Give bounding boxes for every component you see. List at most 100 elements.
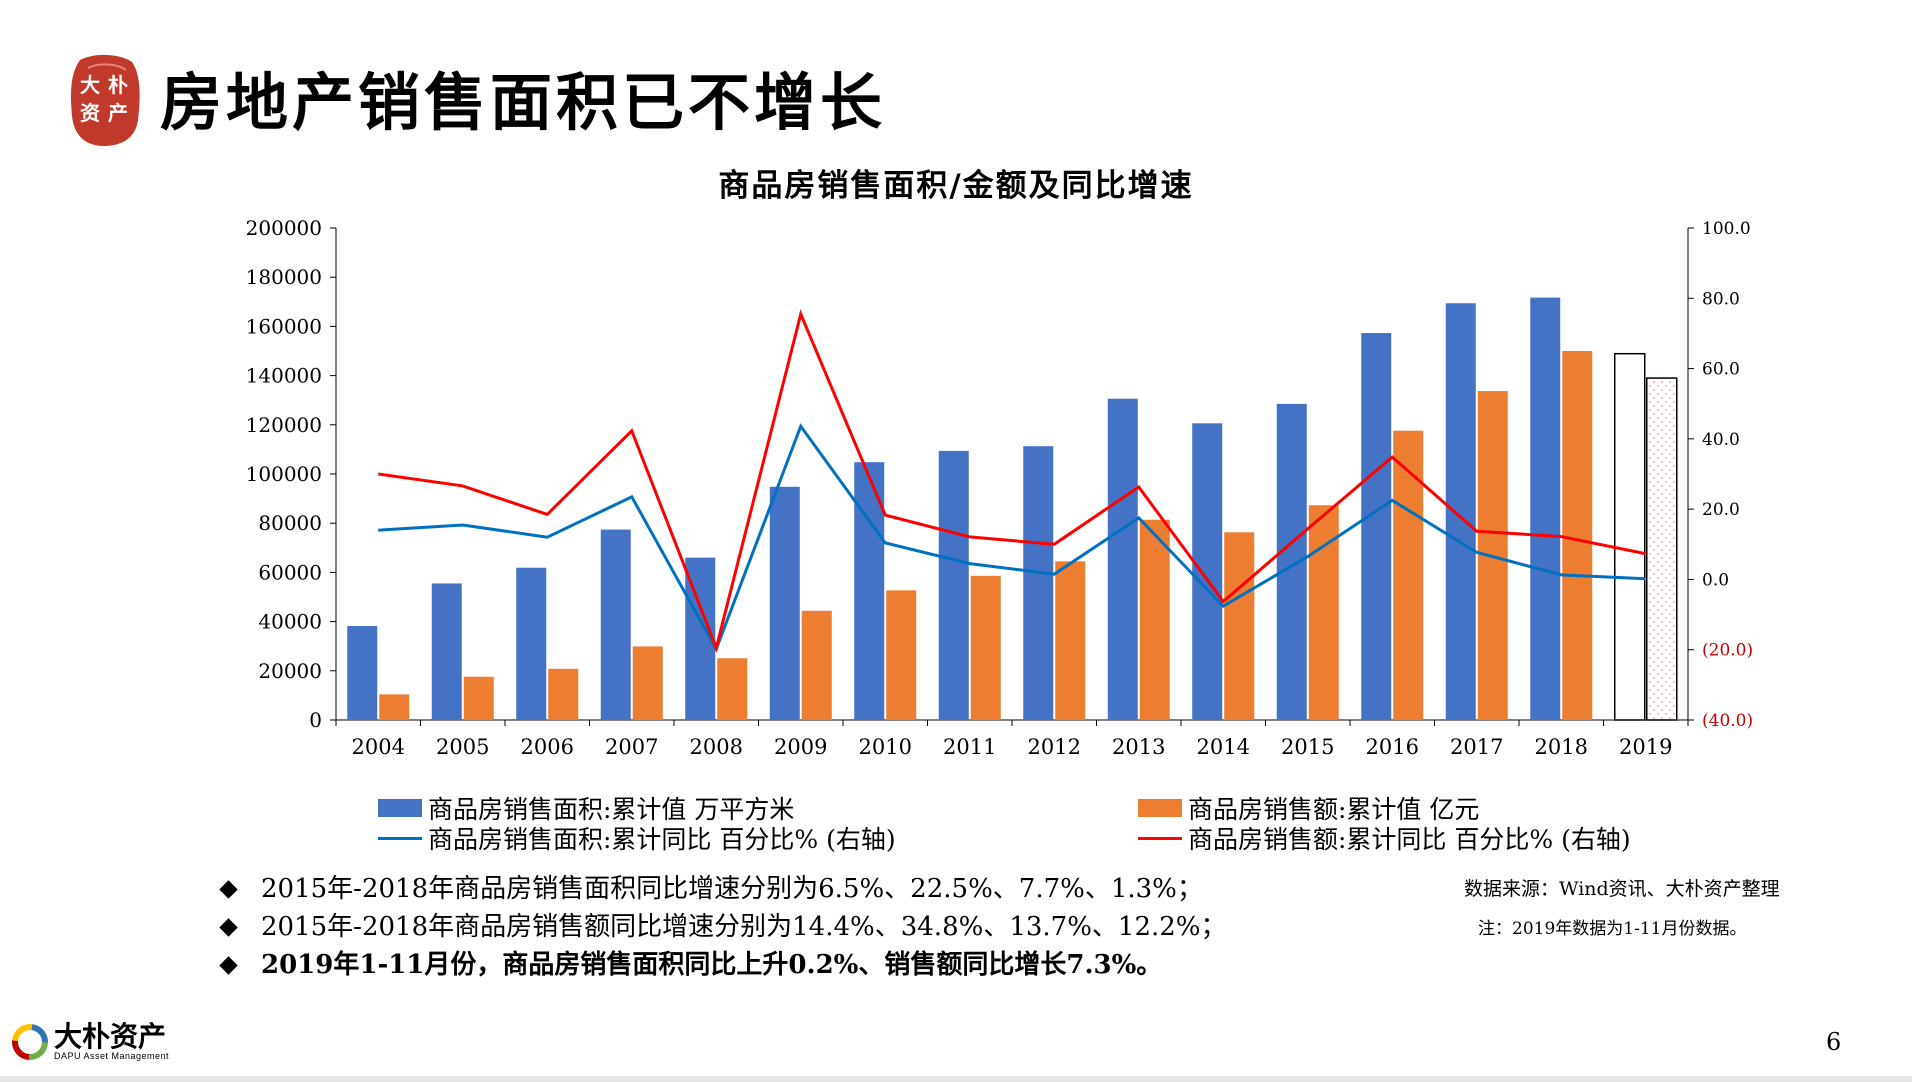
slide-title: 房地产销售面积已不增长 xyxy=(160,66,887,139)
x-tick-label: 2011 xyxy=(943,735,996,759)
diamond-bullet-icon xyxy=(219,917,238,937)
right-tick-label: 40.0 xyxy=(1702,430,1740,450)
bottom-bar xyxy=(0,1076,1912,1082)
page-number: 6 xyxy=(1826,1028,1842,1056)
x-tick-label: 2007 xyxy=(605,735,658,759)
bar-sales-area xyxy=(1192,423,1223,720)
data-source: 数据来源：Wind资讯、大朴资产整理 xyxy=(1464,878,1780,900)
x-tick-label: 2009 xyxy=(774,735,827,759)
left-tick-label: 120000 xyxy=(246,413,322,437)
legend-label: 商品房销售面积:累计同比 百分比% (右轴) xyxy=(428,825,896,854)
bar-sales-area xyxy=(1023,446,1054,720)
legend-swatch-blue-bar xyxy=(378,799,422,817)
x-tick-label: 2015 xyxy=(1281,735,1334,759)
bar-sales-amount xyxy=(1562,351,1593,720)
bar-sales-amount xyxy=(463,676,494,720)
legend-label: 商品房销售面积:累计值 万平方米 xyxy=(428,795,795,824)
data-note: 注：2019年数据为1-11月份数据。 xyxy=(1478,919,1747,939)
left-tick-label: 20000 xyxy=(258,659,322,683)
line-area-yoy xyxy=(378,423,1646,653)
x-tick-label: 2006 xyxy=(521,735,574,759)
x-tick-label: 2017 xyxy=(1450,735,1503,759)
right-tick-label: (20.0) xyxy=(1702,641,1753,661)
legend-swatch-blue-line xyxy=(378,836,422,840)
bar-sales-amount xyxy=(1139,519,1170,720)
x-tick-label: 2008 xyxy=(690,735,743,759)
bar-sales-amount xyxy=(1393,430,1424,720)
bar-sales-amount xyxy=(886,590,917,720)
left-tick-label: 60000 xyxy=(258,560,322,584)
company-name: 大朴资产 xyxy=(54,1020,167,1053)
bar-sales-area xyxy=(600,529,631,720)
legend-item-area-line: 商品房销售面积:累计同比 百分比% (右轴) xyxy=(378,820,896,856)
diamond-bullet-icon xyxy=(219,879,238,899)
left-tick-label: 200000 xyxy=(246,216,322,240)
legend-item-amount-bar: 商品房销售额:累计值 亿元 xyxy=(1138,790,1479,826)
bullet-item: 2015年-2018年商品房销售额同比增速分别为14.4%、34.8%、13.7… xyxy=(218,908,1227,946)
bar-sales-area xyxy=(1107,398,1138,720)
right-tick-label: 0.0 xyxy=(1702,570,1729,590)
legend-swatch-red-line xyxy=(1138,836,1182,840)
bullet-list: 2015年-2018年商品房销售面积同比增速分别为6.5%、22.5%、7.7%… xyxy=(218,870,1227,984)
x-tick-label: 2014 xyxy=(1197,735,1250,759)
bar-sales-area xyxy=(347,626,378,720)
bar-sales-amount xyxy=(1055,561,1086,720)
x-tick-label: 2013 xyxy=(1112,735,1165,759)
seal-character: 产 xyxy=(108,101,128,125)
left-tick-label: 140000 xyxy=(246,364,322,388)
x-tick-label: 2004 xyxy=(352,735,405,759)
seal-character: 大 xyxy=(80,73,100,97)
bar-sales-area xyxy=(516,567,547,720)
bar-sales-area xyxy=(1445,303,1476,720)
x-tick-label: 2012 xyxy=(1028,735,1081,759)
bar-sales-amount xyxy=(1224,532,1255,720)
legend-item-amount-line: 商品房销售额:累计同比 百分比% (右轴) xyxy=(1138,820,1631,856)
bar-sales-area xyxy=(431,583,462,720)
company-name-en: DAPU Asset Management xyxy=(54,1051,170,1061)
bullet-item: 2019年1-11月份，商品房销售面积同比上升0.2%、销售额同比增长7.3%。 xyxy=(218,946,1227,984)
left-tick-label: 160000 xyxy=(246,314,322,338)
bar-sales-area xyxy=(1361,333,1392,720)
right-tick-label: 20.0 xyxy=(1702,500,1740,520)
legend-label: 商品房销售额:累计同比 百分比% (右轴) xyxy=(1188,825,1631,854)
right-tick-label: 100.0 xyxy=(1702,219,1751,239)
bar-sales-area xyxy=(1276,403,1307,720)
legend-item-area-bar: 商品房销售面积:累计值 万平方米 xyxy=(378,790,794,826)
legend-label: 商品房销售额:累计值 亿元 xyxy=(1188,795,1480,824)
x-tick-label: 2016 xyxy=(1366,735,1419,759)
bar-sales-area xyxy=(769,486,800,720)
diamond-bullet-icon xyxy=(219,955,238,975)
left-tick-label: 40000 xyxy=(258,610,322,634)
x-tick-label: 2010 xyxy=(859,735,912,759)
bar-sales-amount xyxy=(379,694,410,720)
left-tick-label: 80000 xyxy=(258,511,322,535)
x-tick-label: 2019 xyxy=(1619,735,1672,759)
bar-sales-amount xyxy=(801,610,832,720)
bar-sales-amount xyxy=(717,658,748,720)
x-tick-label: 2005 xyxy=(436,735,489,759)
bar-sales-area xyxy=(938,450,969,720)
chart-title: 商品房销售面积/金额及同比增速 xyxy=(718,168,1194,204)
seal-character: 朴 xyxy=(108,73,128,97)
bar-sales-area xyxy=(1614,352,1646,721)
bar-sales-amount xyxy=(632,646,663,720)
left-tick-label: 0 xyxy=(309,708,322,732)
line-amount-yoy xyxy=(378,309,1647,653)
right-tick-label: (40.0) xyxy=(1702,711,1753,731)
footer-logo: 大朴资产 DAPU Asset Management xyxy=(10,1022,169,1062)
bar-sales-area xyxy=(1530,297,1561,720)
left-tick-label: 180000 xyxy=(246,265,322,289)
company-ring-icon xyxy=(12,1024,48,1060)
bar-sales-amount xyxy=(548,668,579,720)
seal-logo: 大 朴 资 产 xyxy=(66,50,146,150)
right-tick-label: 80.0 xyxy=(1702,289,1740,309)
bar-sales-amount xyxy=(970,575,1001,720)
left-tick-label: 100000 xyxy=(246,462,322,486)
legend-swatch-orange-bar xyxy=(1138,799,1182,817)
seal-character: 资 xyxy=(80,101,100,125)
right-tick-label: 60.0 xyxy=(1702,360,1740,380)
bullet-item: 2015年-2018年商品房销售面积同比增速分别为6.5%、22.5%、7.7%… xyxy=(218,870,1227,908)
bar-sales-amount xyxy=(1646,377,1678,721)
x-tick-label: 2018 xyxy=(1535,735,1588,759)
